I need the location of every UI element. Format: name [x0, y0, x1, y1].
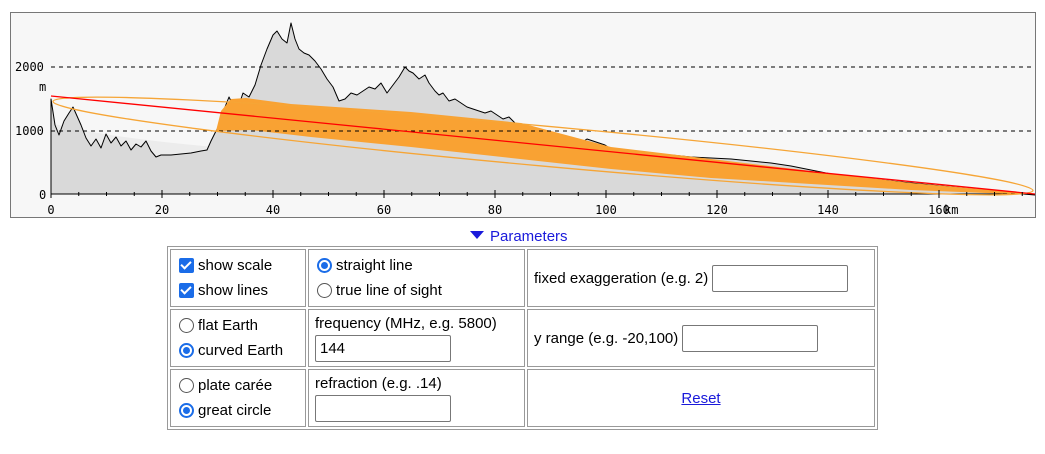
x-tick-label: 120: [706, 203, 728, 217]
flat-earth-radio[interactable]: flat Earth: [177, 313, 299, 338]
fixed-exaggeration-input[interactable]: [712, 264, 849, 292]
radio-selected-icon: [179, 403, 194, 418]
radio-selected-icon: [317, 258, 332, 273]
y-tick-1000: 1000: [15, 124, 44, 138]
refraction-input[interactable]: [315, 394, 451, 422]
plate-caree-label: plate carée: [198, 377, 273, 394]
triangle-down-icon: [470, 231, 484, 239]
x-tick-label: 100: [595, 203, 617, 217]
show-scale-checkbox[interactable]: show scale: [177, 253, 299, 278]
line-type-cell: straight line true line of sight: [308, 249, 525, 307]
y-unit-label: m: [39, 80, 46, 94]
fresnel-zone: [216, 98, 1035, 194]
x-tick-label: 60: [377, 203, 391, 217]
x-tick-label: 20: [155, 203, 169, 217]
x-tick-label: 80: [488, 203, 502, 217]
radio-selected-icon: [179, 343, 194, 358]
curved-earth-radio[interactable]: curved Earth: [177, 338, 299, 363]
plate-caree-radio[interactable]: plate carée: [177, 373, 299, 398]
true-line-of-sight-label: true line of sight: [336, 282, 442, 299]
exaggeration-cell: fixed exaggeration (e.g. 2): [527, 249, 875, 307]
terrain-profile: [50, 22, 1035, 196]
true-line-of-sight-radio[interactable]: true line of sight: [315, 278, 518, 303]
y-range-label: y range (e.g. -20,100): [534, 329, 679, 347]
frequency-cell: frequency (MHz, e.g. 5800): [308, 309, 525, 367]
projection-cell: plate carée great circle: [170, 369, 306, 427]
scale-lines-cell: show scale show lines: [170, 249, 306, 307]
straight-line-label: straight line: [336, 257, 413, 274]
earth-model-cell: flat Earth curved Earth: [170, 309, 306, 367]
radio-unselected-icon: [317, 283, 332, 298]
straight-line-radio[interactable]: straight line: [315, 253, 518, 278]
parameters-toggle-label: Parameters: [490, 228, 568, 245]
show-scale-label: show scale: [198, 257, 273, 274]
line-of-sight: [50, 95, 1035, 195]
reset-cell: Reset: [527, 369, 875, 427]
x-unit-label: km: [944, 203, 958, 217]
line-of-sight-ellipse: [52, 96, 1034, 196]
x-tick-label: 140: [817, 203, 839, 217]
y-tick-2000: 2000: [15, 60, 44, 74]
show-lines-label: show lines: [198, 282, 269, 299]
y-range-cell: y range (e.g. -20,100): [527, 309, 875, 367]
y-range-input[interactable]: [682, 324, 819, 352]
refraction-cell: refraction (e.g. .14): [308, 369, 525, 427]
elevation-profile-chart: 2000 m 1000 0 0 20 40 60 80 100 120 140 160 km: [10, 12, 1036, 218]
frequency-input[interactable]: [315, 334, 451, 362]
frequency-label: frequency (MHz, e.g. 5800): [315, 314, 497, 332]
radio-unselected-icon: [179, 378, 194, 393]
x-tick-label: 0: [47, 203, 54, 217]
show-lines-checkbox[interactable]: show lines: [177, 278, 299, 303]
y-tick-0: 0: [39, 188, 46, 202]
profile-svg: 2000 m 1000 0 0 20 40 60 80 100 120 140 160 km: [15, 22, 1035, 217]
reset-link[interactable]: Reset: [681, 389, 721, 407]
checkbox-checked-icon: [179, 258, 194, 273]
checkbox-checked-icon: [179, 283, 194, 298]
great-circle-label: great circle: [198, 402, 272, 419]
flat-earth-label: flat Earth: [198, 317, 259, 334]
parameters-toggle[interactable]: Parameters: [470, 228, 568, 245]
x-axis-ticks: 0 20 40 60 80 100 120 140 160: [47, 190, 1023, 217]
refraction-label: refraction (e.g. .14): [315, 374, 442, 392]
radio-unselected-icon: [179, 318, 194, 333]
x-tick-label: 40: [266, 203, 280, 217]
x-tick-label: 160: [928, 203, 950, 217]
curved-earth-label: curved Earth: [198, 342, 284, 359]
fixed-exaggeration-label: fixed exaggeration (e.g. 2): [534, 269, 709, 287]
great-circle-radio[interactable]: great circle: [177, 398, 299, 423]
parameters-table: show scale show lines straight line true…: [167, 246, 878, 430]
